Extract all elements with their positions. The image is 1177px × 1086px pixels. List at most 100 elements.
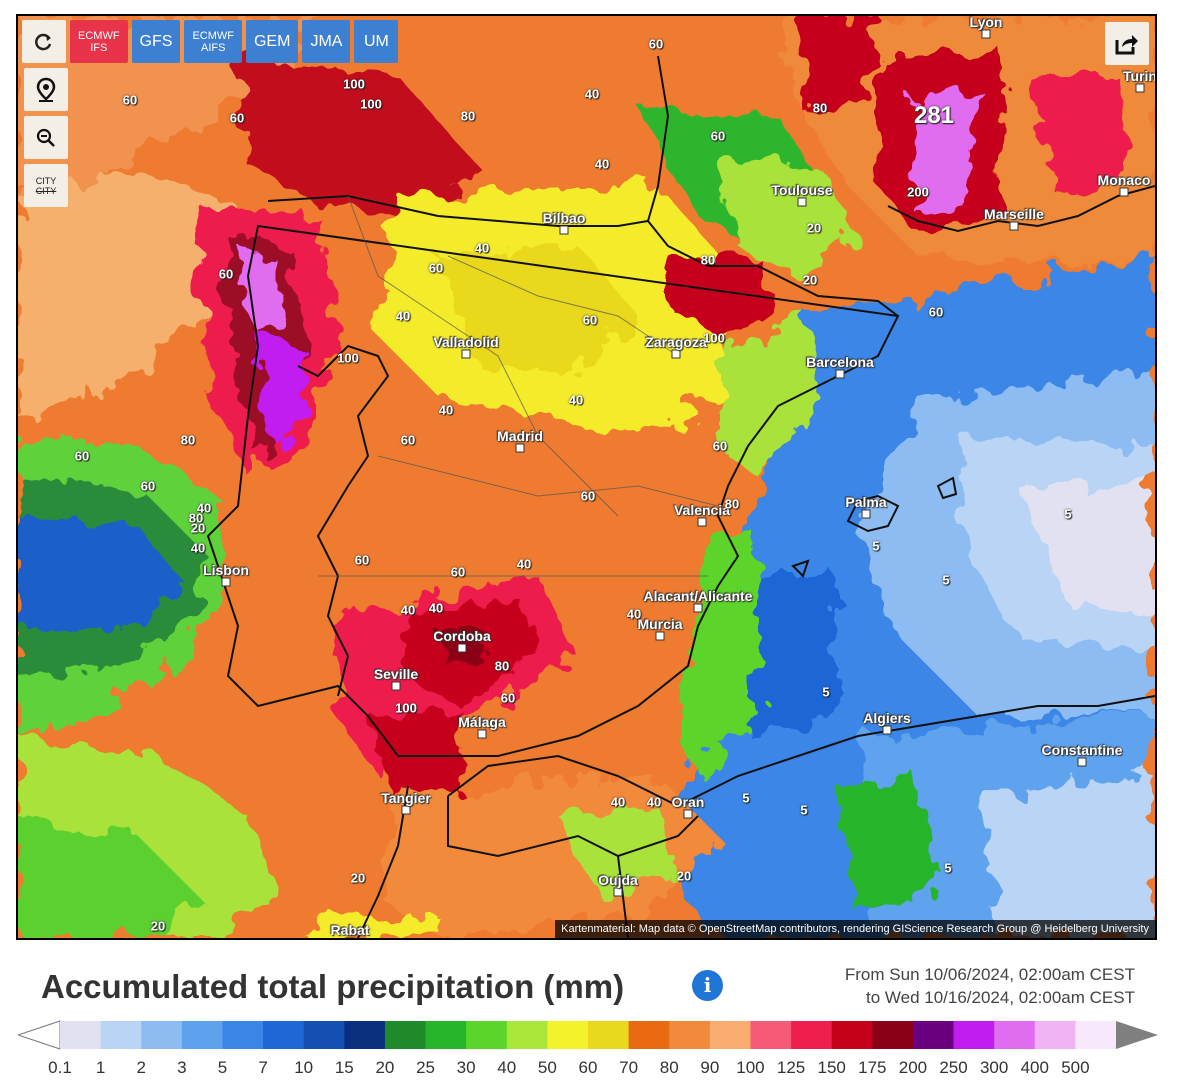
refresh-button[interactable] <box>22 20 66 63</box>
contour-value-label: 80 <box>812 100 828 116</box>
legend-tick-label: 250 <box>939 1058 968 1077</box>
contour-value-label: 40 <box>196 500 212 516</box>
city-toggle-label-struck: CITY <box>35 185 57 196</box>
legend-tick-label: 500 <box>1061 1058 1090 1077</box>
city-label: Valladolid <box>433 334 499 350</box>
contour-value-label: 60 <box>122 92 138 108</box>
legend-color-box <box>303 1021 345 1049</box>
city-marker <box>693 603 703 613</box>
precipitation-legend <box>18 1020 1158 1050</box>
contour-value-label: 60 <box>710 128 726 144</box>
city-marker <box>457 643 467 653</box>
info-icon[interactable]: i <box>692 970 723 1001</box>
contour-value-label: 100 <box>703 330 725 346</box>
contour-value-label: 40 <box>594 156 610 172</box>
model-button-jma[interactable]: JMA <box>302 20 351 63</box>
period-from: From Sun 10/06/2024, 02:00am CEST <box>844 965 1135 984</box>
legend-color-box <box>263 1021 305 1049</box>
city-label: Madrid <box>497 428 543 444</box>
legend-color-box <box>425 1021 467 1049</box>
contour-value-label: 60 <box>928 304 944 320</box>
contour-value-label: 60 <box>648 36 664 52</box>
city-label: Turin <box>1123 68 1157 84</box>
contour-value-label: 20 <box>806 220 822 236</box>
legend-tick-label: 50 <box>537 1058 557 1077</box>
legend-tick-label: 60 <box>578 1058 598 1077</box>
city-label: Málaga <box>458 714 506 730</box>
city-toggle-button[interactable]: CITY CITY <box>24 164 68 207</box>
legend-arrow-high <box>1116 1021 1158 1049</box>
city-marker <box>1077 757 1087 767</box>
legend-color-box <box>181 1021 223 1049</box>
legend-tick-label: 150 <box>817 1058 846 1077</box>
contour-value-label: 200 <box>907 184 929 200</box>
contour-value-label: 60 <box>400 432 416 448</box>
contour-value-label: 100 <box>343 76 365 92</box>
legend-tick-label: 40 <box>497 1058 517 1077</box>
legend-arrow-low <box>18 1020 61 1050</box>
legend-tick-label: 200 <box>898 1058 928 1077</box>
contour-value-label: 60 <box>582 312 598 328</box>
legend-tick-label: 175 <box>858 1058 887 1077</box>
legend-tick-label: 125 <box>776 1058 806 1077</box>
contour-value-label: 40 <box>516 556 532 572</box>
legend-color-box <box>791 1021 833 1049</box>
legend-tick-label: 0.1 <box>48 1058 72 1077</box>
map-title: Accumulated total precipitation (mm) <box>41 968 625 1005</box>
contour-value-label: 60 <box>140 478 156 494</box>
city-label: Oran <box>671 794 705 810</box>
city-label: Lisbon <box>203 562 249 578</box>
contour-value-label: 5 <box>942 572 950 588</box>
model-button-group: ECMWF IFS GFS ECMWF AIFS GEM JMA UM <box>70 20 399 63</box>
contour-value-label: 40 <box>428 600 444 616</box>
contour-value-label: 40 <box>626 606 642 622</box>
city-label: Oujda <box>598 872 638 888</box>
period-to: to Wed 10/16/2024, 02:00am CEST <box>865 988 1135 1007</box>
model-button-ecmwf-ifs[interactable]: ECMWF IFS <box>70 20 128 63</box>
contour-value-label: 100 <box>360 96 382 112</box>
contour-value-label: 80 <box>724 496 740 512</box>
legend-color-box <box>100 1021 142 1049</box>
model-button-gfs[interactable]: GFS <box>131 20 181 63</box>
city-marker <box>559 225 569 235</box>
contour-value-label: 5 <box>944 860 952 876</box>
city-marker <box>1009 221 1019 231</box>
legend-color-box <box>709 1021 751 1049</box>
location-button[interactable] <box>24 68 68 111</box>
precipitation-map[interactable]: ECMWF IFS GFS ECMWF AIFS GEM JMA UM CITY CITY L… <box>16 14 1157 940</box>
contour-value-label: 60 <box>500 690 516 706</box>
city-marker <box>655 631 665 641</box>
zoom-out-button[interactable] <box>24 116 68 159</box>
city-marker <box>797 197 807 207</box>
legend-tick-label: 300 <box>979 1058 1009 1077</box>
city-marker <box>861 509 871 519</box>
city-marker <box>697 517 707 527</box>
city-marker <box>1135 83 1145 93</box>
model-button-ecmwf-aifs[interactable]: ECMWF AIFS <box>184 20 242 63</box>
city-label: Tangier <box>381 790 431 806</box>
zoom-out-icon <box>36 128 55 147</box>
city-marker <box>401 805 411 815</box>
contour-value-label: 80 <box>700 252 716 268</box>
share-button[interactable] <box>1105 22 1149 65</box>
share-icon <box>1115 34 1138 54</box>
contour-value-label: 80 <box>494 658 510 674</box>
legend-color-box <box>141 1021 183 1049</box>
legend-color-box <box>547 1021 589 1049</box>
city-marker <box>835 369 845 379</box>
contour-value-label: 40 <box>584 86 600 102</box>
contour-value-label: 40 <box>474 240 490 256</box>
city-toggle-label: CITY <box>35 175 57 186</box>
city-label: Algiers <box>863 710 911 726</box>
contour-value-label: 20 <box>676 868 692 884</box>
legend-color-box <box>588 1021 630 1049</box>
city-marker <box>882 725 892 735</box>
contour-value-label: 5 <box>800 802 808 818</box>
model-button-um[interactable]: UM <box>354 20 399 63</box>
model-button-gem[interactable]: GEM <box>245 20 299 63</box>
legend-tick-label: 90 <box>700 1058 720 1077</box>
legend-color-box <box>1034 1021 1076 1049</box>
contour-value-label: 20 <box>350 870 366 886</box>
contour-value-label: 5 <box>822 684 830 700</box>
legend-tick-label: 25 <box>416 1058 435 1077</box>
